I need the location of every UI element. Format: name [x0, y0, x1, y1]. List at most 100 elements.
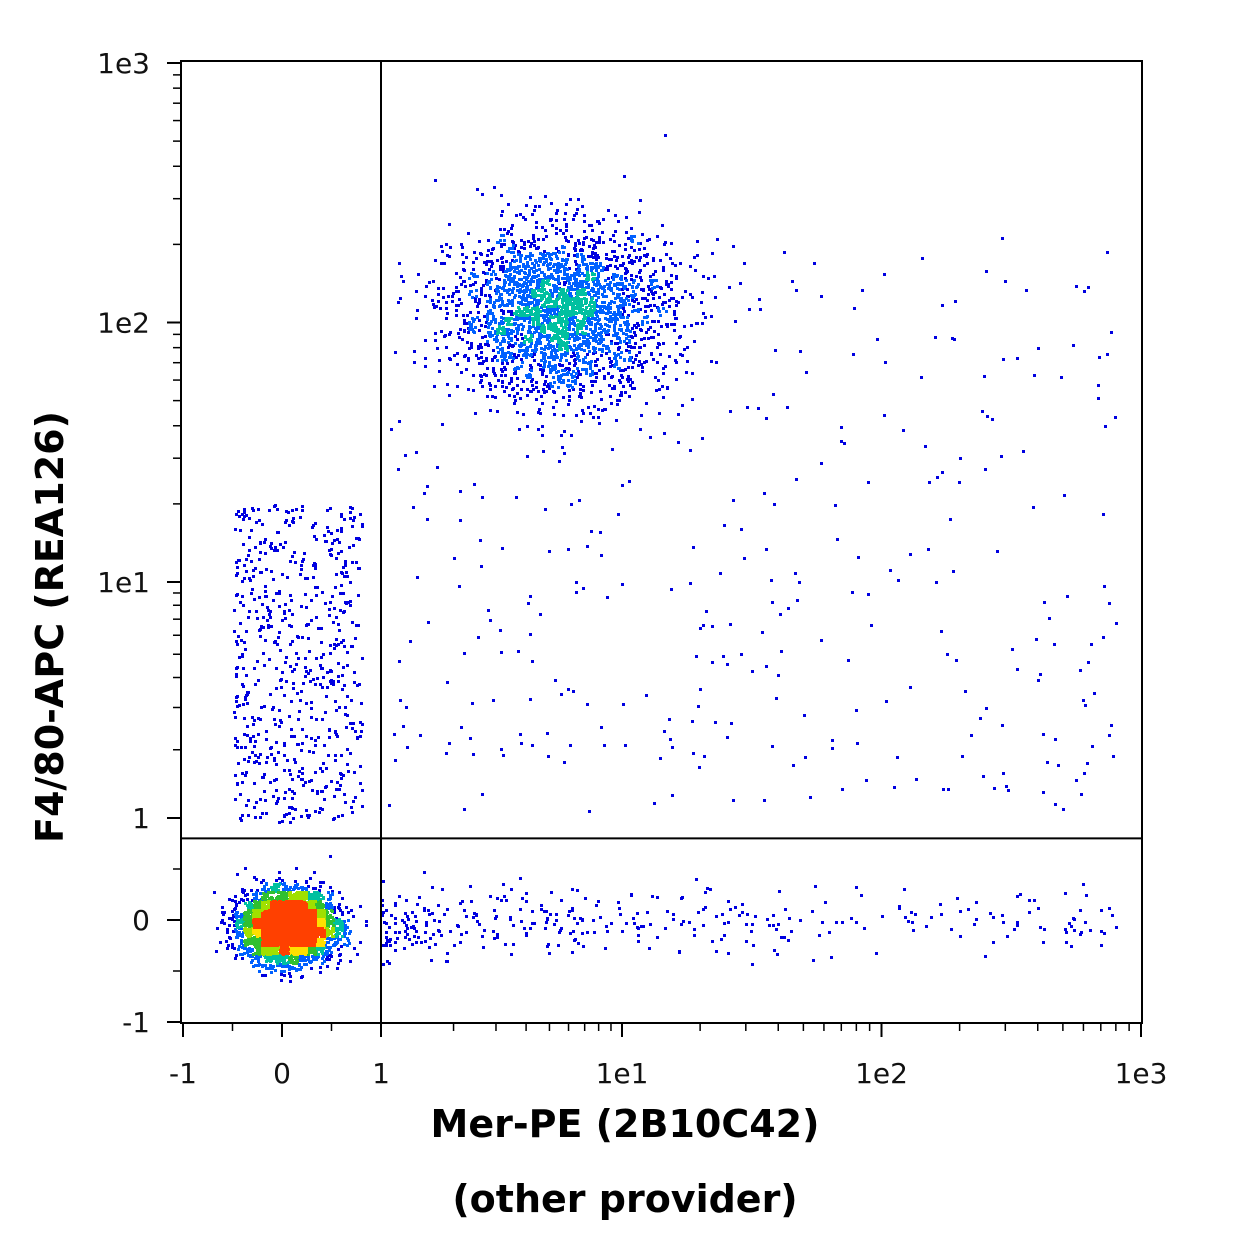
- event-dot: [275, 789, 278, 792]
- event-dot: [1022, 450, 1025, 453]
- event-dot: [252, 735, 255, 738]
- event-dot: [288, 769, 291, 772]
- event-dot: [526, 353, 529, 356]
- event-dot: [337, 962, 340, 965]
- event-dot: [506, 250, 509, 253]
- event-dot: [293, 792, 296, 795]
- event-dot: [286, 954, 289, 957]
- event-dot: [245, 570, 248, 573]
- event-dot: [567, 312, 570, 315]
- event-dot: [539, 280, 542, 283]
- event-dot: [700, 301, 703, 304]
- event-dot: [264, 538, 267, 541]
- event-dot: [596, 315, 599, 318]
- event-dot: [445, 317, 448, 320]
- event-dot: [597, 275, 600, 278]
- event-dot: [941, 471, 944, 474]
- event-dot: [633, 260, 636, 263]
- event-dot: [572, 930, 575, 933]
- event-dot: [257, 901, 260, 904]
- event-dot: [600, 286, 603, 289]
- event-dot: [465, 256, 468, 259]
- event-dot: [494, 917, 497, 920]
- event-dot: [636, 912, 639, 915]
- event-dot: [600, 331, 603, 334]
- event-dot: [633, 346, 636, 349]
- event-dot: [633, 279, 636, 282]
- event-dot: [857, 556, 860, 559]
- event-dot: [690, 324, 693, 327]
- event-dot: [279, 679, 282, 682]
- event-dot: [560, 322, 563, 325]
- event-dot: [535, 330, 538, 333]
- event-dot: [493, 909, 496, 912]
- event-dot: [338, 706, 341, 709]
- event-dot: [582, 361, 585, 364]
- event-dot: [568, 399, 571, 402]
- event-dot: [544, 229, 547, 232]
- event-dot: [651, 320, 654, 323]
- event-dot: [394, 941, 397, 944]
- event-dot: [593, 350, 596, 353]
- event-dot: [269, 781, 272, 784]
- event-dot: [636, 309, 639, 312]
- event-dot: [354, 637, 357, 640]
- event-dot: [289, 980, 292, 983]
- event-dot: [774, 349, 777, 352]
- event-dot: [264, 639, 267, 642]
- event-dot: [536, 279, 539, 282]
- event-dot: [403, 947, 406, 950]
- event-dot: [280, 973, 283, 976]
- event-dot: [445, 752, 448, 755]
- event-dot: [675, 300, 678, 303]
- event-dot: [282, 546, 285, 549]
- event-dot: [512, 357, 515, 360]
- event-dot: [562, 343, 565, 346]
- event-dot: [557, 944, 560, 947]
- event-dot: [461, 900, 464, 903]
- event-dot: [347, 919, 350, 922]
- event-dot: [258, 596, 261, 599]
- event-dot: [423, 492, 426, 495]
- event-dot: [234, 774, 237, 777]
- event-dot: [542, 316, 545, 319]
- event-dot: [643, 337, 646, 340]
- event-dot: [343, 932, 346, 935]
- event-dot: [661, 224, 664, 227]
- event-dot: [334, 929, 337, 932]
- event-dot: [640, 925, 643, 928]
- event-dot: [492, 247, 495, 250]
- event-dot: [228, 936, 231, 939]
- event-dot: [235, 922, 238, 925]
- event-dot: [637, 940, 640, 943]
- event-dot: [306, 577, 309, 580]
- event-dot: [631, 381, 634, 384]
- event-dot: [669, 257, 672, 260]
- event-dot: [620, 275, 623, 278]
- event-dot: [531, 910, 534, 913]
- event-dot: [325, 912, 328, 915]
- event-dot: [360, 702, 363, 705]
- event-dot: [563, 334, 566, 337]
- event-dot: [323, 798, 326, 801]
- event-dot: [568, 395, 571, 398]
- event-dot: [469, 737, 472, 740]
- event-dot: [594, 310, 597, 313]
- event-dot: [463, 808, 466, 811]
- event-dot: [539, 613, 542, 616]
- event-dot: [621, 313, 624, 316]
- event-dot: [276, 897, 279, 900]
- event-dot: [317, 953, 320, 956]
- event-dot: [282, 893, 285, 896]
- event-dot: [590, 224, 593, 227]
- event-dot: [470, 326, 473, 329]
- event-dot: [579, 392, 582, 395]
- event-dot: [247, 799, 250, 802]
- event-dot: [282, 883, 285, 886]
- event-dot: [691, 720, 694, 723]
- event-dot: [581, 285, 584, 288]
- event-dot: [675, 304, 678, 307]
- event-dot: [576, 357, 579, 360]
- event-dot: [618, 244, 621, 247]
- event-dot: [326, 936, 329, 939]
